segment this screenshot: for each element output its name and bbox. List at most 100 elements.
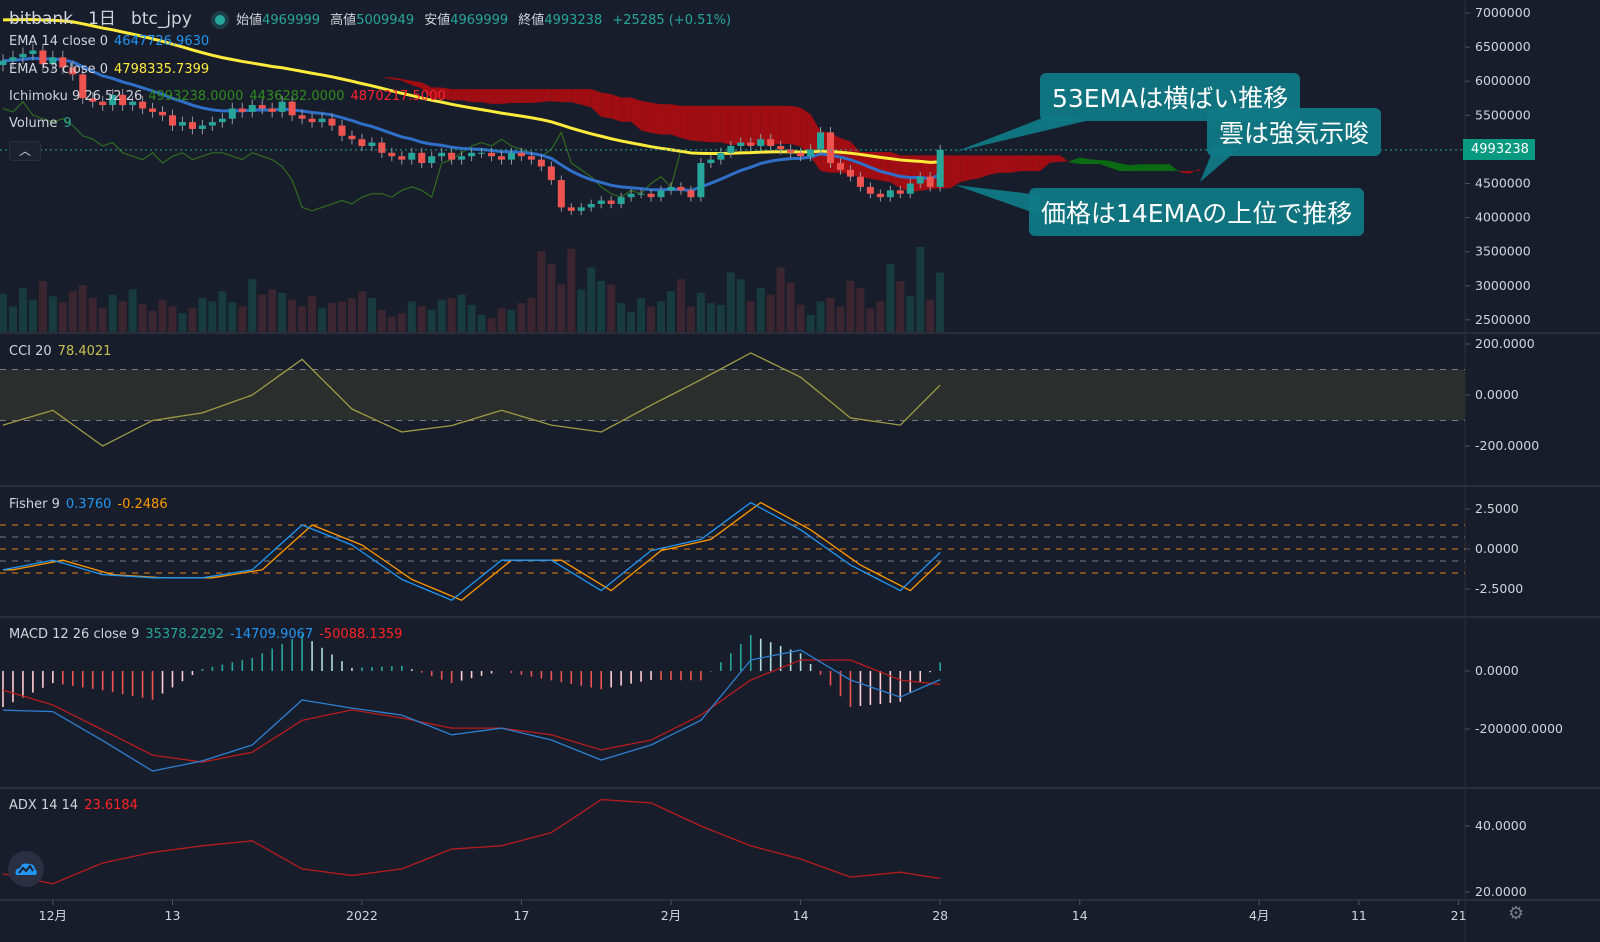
cloud-segment (1069, 157, 1080, 165)
cloud-segment (1009, 155, 1020, 173)
fisher-trigger-line (3, 501, 941, 601)
cloud-segment (551, 89, 562, 103)
volume-bar (387, 316, 396, 332)
volume-bar (607, 284, 616, 332)
volume-bar (18, 287, 27, 332)
volume-bar (527, 298, 536, 332)
candle-body (667, 186, 675, 191)
adx-tick-label: 40.0000 (1475, 818, 1527, 833)
volume-bar (337, 301, 346, 332)
cloud-segment (531, 89, 542, 103)
volume-bar (746, 301, 755, 332)
legend-label: Fisher 9 (9, 497, 60, 512)
legend-value: 35378.2292 (145, 627, 224, 642)
legend-cci[interactable]: CCI 20 78.4021 (9, 344, 117, 359)
tradingview-logo[interactable] (8, 851, 44, 887)
volume-bar (138, 303, 147, 332)
candle-body (358, 139, 366, 146)
cloud-segment (720, 105, 731, 145)
low-value: 4969999 (450, 13, 509, 28)
cloud-segment (381, 77, 392, 80)
cloud-segment (1149, 164, 1160, 171)
candle-body (747, 142, 755, 146)
cloud-segment (970, 155, 981, 180)
volume-bar (367, 298, 376, 332)
volume-bar (926, 299, 935, 332)
candle-body (807, 149, 815, 157)
candle-body (59, 57, 67, 68)
volume-bar (178, 313, 187, 332)
close-label: 終値 (518, 13, 545, 28)
cloud-segment (1000, 155, 1010, 173)
candle-body (218, 118, 226, 123)
candle-body (238, 108, 246, 112)
candle-body (318, 118, 326, 123)
annotation-53ema[interactable]: 53EMAは横ばい推移 (1040, 73, 1301, 121)
volume-bar (318, 308, 327, 332)
candle-body (79, 74, 87, 99)
legend-label: MACD 12 26 close 9 (9, 627, 140, 642)
candle-body (896, 190, 904, 194)
legend-volume[interactable]: Volume 9 (9, 116, 78, 131)
symbol-name[interactable]: btc_jpy (131, 9, 192, 29)
cloud-segment (980, 155, 991, 179)
volume-bar (936, 272, 945, 332)
legend-fisher[interactable]: Fisher 9 0.3760 -0.2486 (9, 497, 174, 512)
volume-bar (547, 264, 556, 332)
volume-bar (507, 309, 516, 332)
volume-bar (208, 301, 217, 332)
volume-bar (756, 287, 765, 332)
candle-body (597, 200, 605, 204)
cloud-segment (1089, 159, 1100, 165)
candle-body (9, 57, 17, 61)
legend-value: -0.2486 (117, 497, 168, 512)
volume-bar (88, 298, 97, 332)
cloud-segment (621, 97, 632, 122)
time-tick-label: 11 (1351, 908, 1367, 923)
cloud-segment (1159, 164, 1170, 171)
cloud-segment (661, 104, 671, 135)
cloud-segment (870, 151, 881, 181)
candle-body (886, 190, 894, 198)
legend-adx[interactable]: ADX 14 14 23.6184 (9, 798, 144, 813)
time-tick-label: 17 (513, 908, 529, 923)
volume-bar (866, 308, 875, 332)
cloud-segment (1169, 164, 1180, 173)
interval[interactable]: 1日 (88, 9, 116, 29)
candle-body (39, 50, 47, 65)
candle-body (168, 115, 176, 126)
cloud-segment (790, 105, 801, 147)
price-tick-label: 7000000 (1475, 5, 1531, 20)
volume-bar (397, 313, 406, 332)
cloud-segment (401, 79, 412, 86)
candle-body (517, 152, 525, 157)
cloud-segment (680, 105, 691, 141)
legend-value: 23.6184 (84, 798, 138, 813)
cloud-segment (262, 61, 273, 63)
candle-body (926, 176, 934, 187)
volume-bar (647, 306, 656, 332)
collapse-legend-button[interactable]: ︿ (9, 141, 41, 161)
settings-gear-icon[interactable]: ⚙ (1508, 903, 1525, 924)
annotation-cloud[interactable]: 雲は強気示唆 (1207, 108, 1382, 156)
cloud-segment (521, 89, 532, 103)
volume-bar (716, 304, 725, 332)
last-price-tag: 4993238 (1463, 139, 1535, 160)
cloud-segment (670, 104, 681, 138)
candle-body (119, 94, 127, 106)
cloud-segment (690, 105, 701, 142)
legend-ichimoku[interactable]: Ichimoku 9 26 52 26 4993238.0000 4436282.0… (9, 89, 452, 104)
volume-bar (477, 315, 486, 332)
legend-ema53[interactable]: EMA 53 close 0 4798335.7399 (9, 62, 215, 77)
cloud-segment (571, 89, 582, 105)
volume-bar (407, 301, 416, 332)
volume-bar (48, 296, 57, 332)
legend-macd[interactable]: MACD 12 26 close 9 35378.2292 -14709.9067-… (9, 627, 408, 642)
legend-ema14[interactable]: EMA 14 close 0 4647726.9630 (9, 34, 215, 49)
annotation-price[interactable]: 価格は14EMAの上位で推移 (1029, 188, 1365, 236)
volume-bar (567, 248, 576, 332)
legend-value: -50088.1359 (319, 627, 403, 642)
candle-body (298, 115, 306, 119)
legend-value: 4647726.9630 (114, 34, 210, 49)
